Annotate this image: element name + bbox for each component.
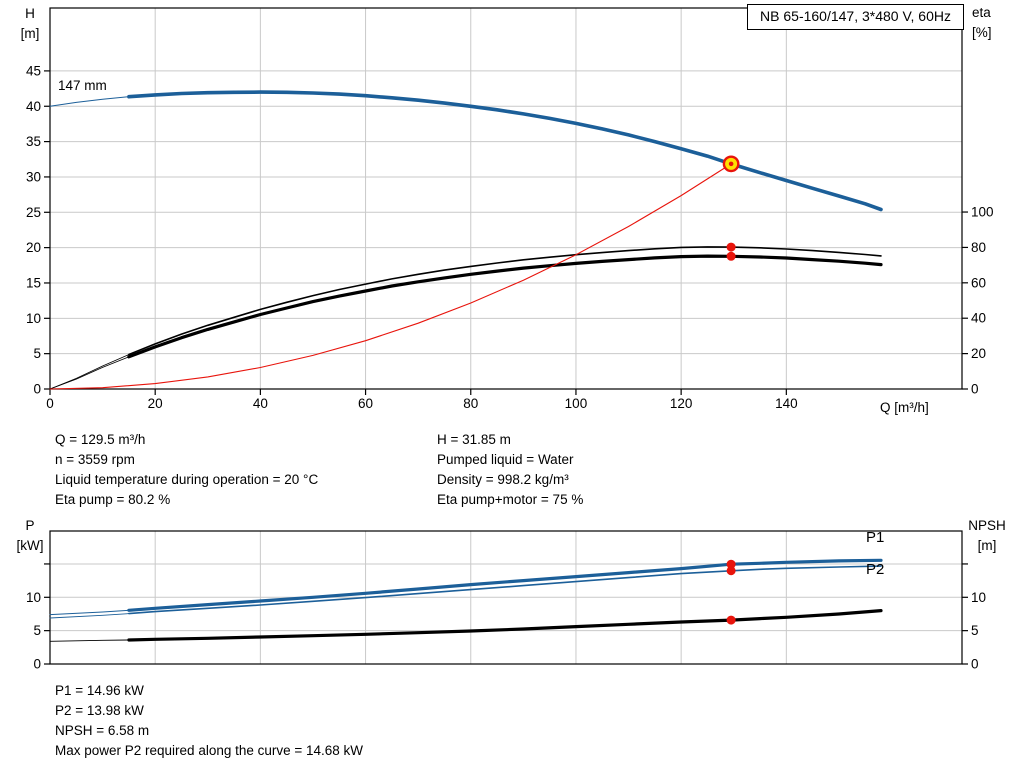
flow-axis-title: Q [m³/h] <box>880 400 929 415</box>
qh-yleft-tick-label: 25 <box>26 205 41 220</box>
power-axis-title: P [kW] <box>8 516 52 556</box>
qh-axis-ticks: 0 5 10 15 20 25 30 35 40 45 0 20 40 60 80 100 0 20 40 60 80 1… <box>26 63 994 411</box>
npsh-axis-title: NPSH [m] <box>960 516 1014 556</box>
power-npsh-yleft-tick-label: 5 <box>33 623 41 638</box>
power-axis-title-line1: P <box>25 518 35 533</box>
qh-yleft-tick-label: 35 <box>26 134 41 149</box>
info-eta-pump: Eta pump = 80.2 % <box>55 492 171 507</box>
info-flow: Q = 129.5 m³/h <box>55 432 146 447</box>
curve-h-147-mm-impeller <box>49 90 883 212</box>
power-axis-title-line2: [kW] <box>16 538 44 553</box>
npsh-point-marker <box>726 615 736 625</box>
info-pumped-liquid: Pumped liquid = Water <box>437 452 574 467</box>
head-axis-title: H [m] <box>12 4 48 44</box>
eta-axis-title-line1: eta <box>972 5 991 20</box>
qh-plot-border <box>49 7 963 390</box>
qh-yleft-tick-label: 20 <box>26 240 41 255</box>
annotation-p1: P1 <box>866 529 884 546</box>
npsh-axis-title-line1: NPSH <box>968 518 1006 533</box>
duty-info-right: H = 31.85 m Pumped liquid = Water Densit… <box>437 430 583 510</box>
power-npsh-axis-ticks: 0 5 10 0 5 10 <box>26 563 986 672</box>
qh-yright-tick-label: 60 <box>971 275 986 290</box>
qh-yright-tick-label: 20 <box>971 346 986 361</box>
duty-point-marker <box>722 155 740 173</box>
curve-p2 <box>49 565 882 619</box>
qh-yleft-tick-label: 10 <box>26 311 41 326</box>
info-p1: P1 = 14.96 kW <box>55 683 144 698</box>
head-axis-title-line2: [m] <box>20 26 40 41</box>
qh-x-tick-label: 80 <box>463 396 478 411</box>
qh-yleft-tick-label: 45 <box>26 63 41 78</box>
info-liquid-temp: Liquid temperature during operation = 20… <box>55 472 319 487</box>
p2-point-marker <box>726 566 736 576</box>
qh-yleft-tick-label: 30 <box>26 169 41 184</box>
eta-pump-motor-point-marker <box>726 251 736 261</box>
info-head: H = 31.85 m <box>437 432 511 447</box>
annotation-147-mm: 147 mm <box>58 78 107 93</box>
head-axis-title-line1: H <box>25 6 35 21</box>
curve-npsh <box>49 608 883 642</box>
pump-model-label: NB 65-160/147, 3*480 V, 60Hz <box>760 8 951 24</box>
eta-pump-point-marker <box>726 242 736 252</box>
duty-info-left: Q = 129.5 m³/h n = 3559 rpm Liquid tempe… <box>55 430 318 510</box>
p1-point-marker <box>726 559 736 569</box>
eta-axis-title: eta [%] <box>972 3 1018 43</box>
qh-x-tick-label: 0 <box>46 396 54 411</box>
power-npsh-yright-tick-label: 10 <box>971 590 986 605</box>
power-info: P1 = 14.96 kW P2 = 13.98 kW NPSH = 6.58 … <box>55 681 363 761</box>
qh-x-tick-label: 20 <box>148 396 163 411</box>
qh-x-tick-label: 140 <box>775 396 798 411</box>
info-p2: P2 = 13.98 kW <box>55 703 144 718</box>
power-npsh-yleft-tick-label: 0 <box>33 657 41 672</box>
curve-p1 <box>49 558 883 616</box>
qh-x-tick-label: 120 <box>670 396 693 411</box>
qh-yleft-tick-label: 40 <box>26 99 41 114</box>
power-npsh-grid <box>50 531 962 664</box>
info-speed: n = 3559 rpm <box>55 452 135 467</box>
npsh-axis-title-line2: [m] <box>977 538 997 553</box>
eta-axis-title-line2: [%] <box>972 25 992 40</box>
qh-yright-tick-label: 0 <box>971 382 979 397</box>
info-density: Density = 998.2 kg/m³ <box>437 472 569 487</box>
qh-chart: 0 5 10 15 20 25 30 35 40 45 0 20 40 60 80 100 0 20 40 60 80 1… <box>26 7 994 411</box>
qh-x-tick-label: 100 <box>565 396 588 411</box>
power-npsh-yright-tick-label: 0 <box>971 657 979 672</box>
annotation-p2: P2 <box>866 561 884 578</box>
qh-yleft-tick-label: 15 <box>26 275 41 290</box>
info-npsh: NPSH = 6.58 m <box>55 723 150 738</box>
curve-system-curve <box>49 163 732 390</box>
info-eta-pump-motor: Eta pump+motor = 75 % <box>437 492 584 507</box>
power-npsh-yright-tick-label: 5 <box>971 623 979 638</box>
power-npsh-chart: 0 5 10 0 5 10 P1 P2 <box>26 529 986 672</box>
qh-yleft-tick-label: 0 <box>33 382 41 397</box>
qh-yright-tick-label: 100 <box>971 205 994 220</box>
qh-yleft-tick-label: 5 <box>33 346 41 361</box>
qh-x-tick-label: 60 <box>358 396 373 411</box>
qh-yright-tick-label: 80 <box>971 240 986 255</box>
info-max-p2: Max power P2 required along the curve = … <box>55 743 364 758</box>
qh-grid <box>50 8 962 389</box>
qh-yright-tick-label: 40 <box>971 311 986 326</box>
power-npsh-yleft-tick-label: 10 <box>26 590 41 605</box>
curve-eta-pump-motor <box>49 254 883 390</box>
qh-x-tick-label: 40 <box>253 396 268 411</box>
pump-model-box: NB 65-160/147, 3*480 V, 60Hz <box>747 4 964 30</box>
